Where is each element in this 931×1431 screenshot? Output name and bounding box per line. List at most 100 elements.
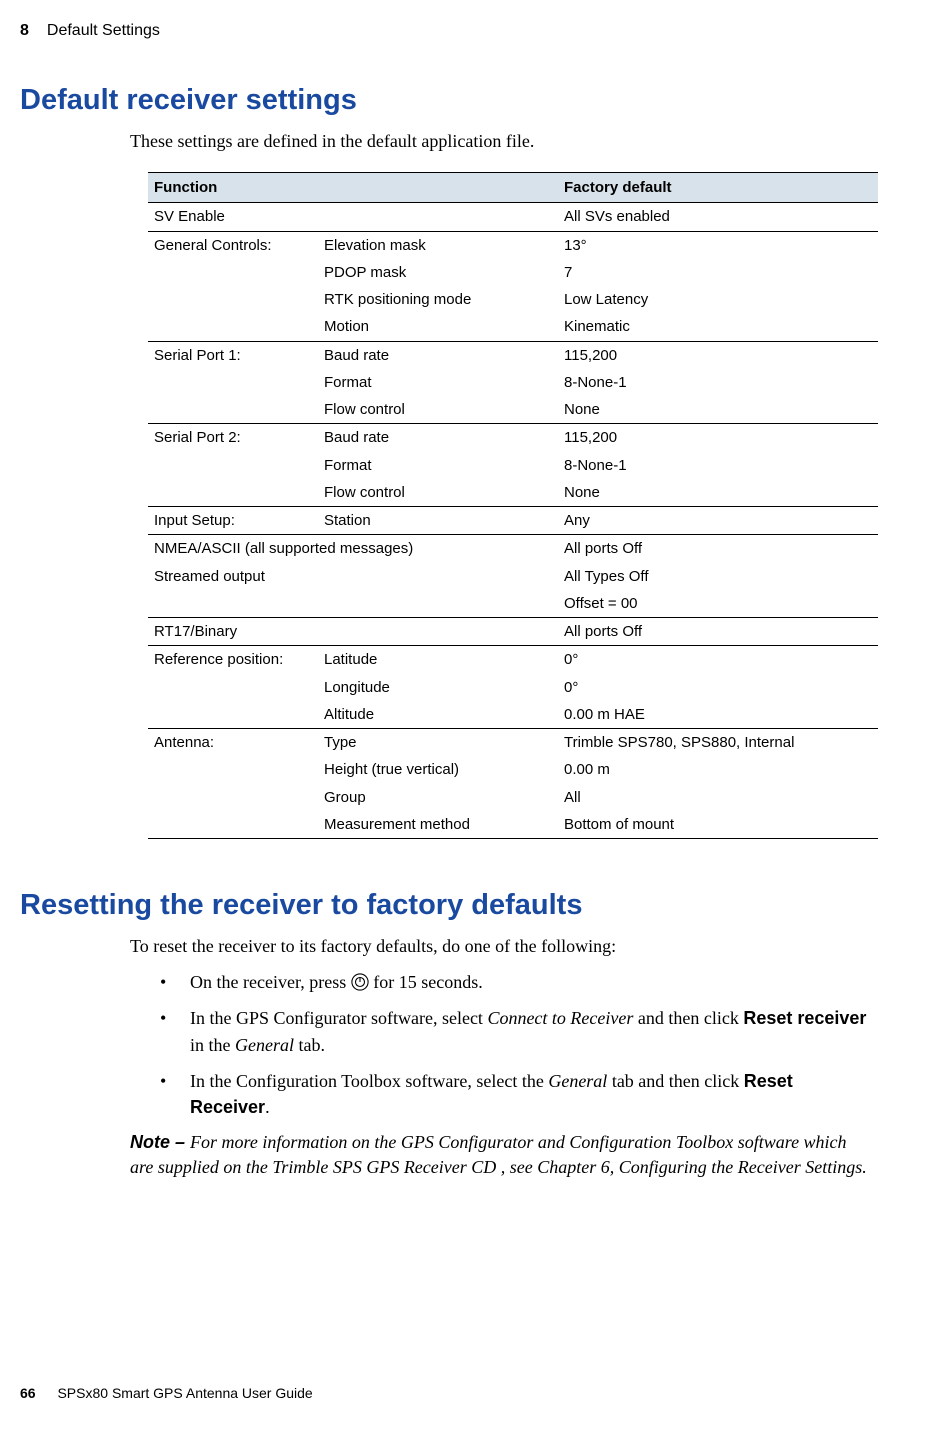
bullet-item-3: In the Configuration Toolbox software, s… [160,1068,873,1120]
power-icon [351,972,369,990]
cell-param: PDOP mask [318,259,558,286]
page-header: 8 Default Settings [20,22,873,40]
chapter-number: 8 [20,22,29,40]
cell-value: Kinematic [558,313,878,341]
cell-function [148,396,318,424]
b2-mid2: in the [190,1035,235,1055]
cell-param: Motion [318,313,558,341]
table-row: Height (true vertical)0.00 m [148,756,878,783]
cell-value: Trimble SPS780, SPS880, Internal [558,729,878,757]
cell-function [148,313,318,341]
table-row: PDOP mask7 [148,259,878,286]
cell-value: Any [558,507,878,535]
cell-param: Height (true vertical) [318,756,558,783]
cell-param: Station [318,507,558,535]
bullet-list: On the receiver, press for 15 seconds. I… [160,969,873,1119]
table-row: Serial Port 2:Baud rate115,200 [148,424,878,452]
table-row: Antenna:TypeTrimble SPS780, SPS880, Inte… [148,729,878,757]
table-row: Flow controlNone [148,396,878,424]
table-row: Longitude0° [148,674,878,701]
cell-function [148,811,318,839]
cell-param: Flow control [318,396,558,424]
cell-value: 0.00 m HAE [558,701,878,729]
cell-value: All Types Off [558,563,878,590]
cell-value: 7 [558,259,878,286]
cell-param: Format [318,452,558,479]
cell-function: Input Setup: [148,507,318,535]
table-row: GroupAll [148,784,878,811]
cell-value: All ports Off [558,535,878,563]
table-row: Offset = 00 [148,590,878,618]
cell-value: All [558,784,878,811]
cell-param: Latitude [318,646,558,674]
cell-function [148,784,318,811]
cell-function [148,286,318,313]
table-row: Altitude0.00 m HAE [148,701,878,729]
cell-value: 0° [558,646,878,674]
intro-text-2: To reset the receiver to its factory def… [130,934,873,959]
table-row: Format8-None-1 [148,369,878,396]
table-row: Format8-None-1 [148,452,878,479]
table-row: General Controls:Elevation mask13° [148,231,878,259]
cell-function: RT17/Binary [148,618,558,646]
note-paragraph: Note – For more information on the GPS C… [130,1130,873,1180]
table-row: Serial Port 1:Baud rate115,200 [148,341,878,369]
table-row: MotionKinematic [148,313,878,341]
cell-value: 0° [558,674,878,701]
table-row: Input Setup:StationAny [148,507,878,535]
cell-value: None [558,479,878,507]
cell-param: Baud rate [318,424,558,452]
table-row: Reference position:Latitude0° [148,646,878,674]
cell-value: 115,200 [558,341,878,369]
table-row: Streamed outputAll Types Off [148,563,878,590]
b2-pre: In the GPS Configurator software, select [190,1008,487,1028]
b2-italic1: Connect to Receiver [487,1008,633,1028]
cell-param: RTK positioning mode [318,286,558,313]
guide-name: SPSx80 Smart GPS Antenna User Guide [57,1385,312,1401]
note-text: For more information on the GPS Configur… [130,1132,867,1177]
note-label: Note – [130,1132,190,1152]
cell-param: Elevation mask [318,231,558,259]
cell-value: 115,200 [558,424,878,452]
cell-value: 0.00 m [558,756,878,783]
cell-function [148,259,318,286]
cell-value: Bottom of mount [558,811,878,839]
cell-param: Measurement method [318,811,558,839]
b2-mid: and then click [633,1008,743,1028]
table-row: RTK positioning modeLow Latency [148,286,878,313]
b3-italic: General [548,1071,607,1091]
cell-function: Serial Port 2: [148,424,318,452]
cell-value: Offset = 00 [558,590,878,618]
b2-post: tab. [294,1035,325,1055]
page-number: 66 [20,1385,36,1401]
cell-function [148,369,318,396]
cell-value: 13° [558,231,878,259]
section-heading-resetting: Resetting the receiver to factory defaul… [20,889,873,922]
cell-function [148,479,318,507]
cell-function: SV Enable [148,203,558,231]
cell-value: All SVs enabled [558,203,878,231]
cell-value: Low Latency [558,286,878,313]
cell-function: General Controls: [148,231,318,259]
cell-value: 8-None-1 [558,452,878,479]
page-footer: 66 SPSx80 Smart GPS Antenna User Guide [20,1385,313,1401]
cell-function [148,701,318,729]
b3-pre: In the Configuration Toolbox software, s… [190,1071,548,1091]
col-header-default: Factory default [558,173,878,203]
table-row: RT17/BinaryAll ports Off [148,618,878,646]
bullet-item-2: In the GPS Configurator software, select… [160,1005,873,1057]
cell-param: Altitude [318,701,558,729]
cell-param: Longitude [318,674,558,701]
b2-italic2: General [235,1035,294,1055]
cell-function [148,590,558,618]
table-row: Flow controlNone [148,479,878,507]
cell-param: Baud rate [318,341,558,369]
cell-value: None [558,396,878,424]
bullet-item-1: On the receiver, press for 15 seconds. [160,969,873,995]
table-row: Measurement methodBottom of mount [148,811,878,839]
table-row: NMEA/ASCII (all supported messages)All p… [148,535,878,563]
cell-value: 8-None-1 [558,369,878,396]
cell-function [148,756,318,783]
b3-mid: tab and then click [607,1071,743,1091]
cell-value: All ports Off [558,618,878,646]
